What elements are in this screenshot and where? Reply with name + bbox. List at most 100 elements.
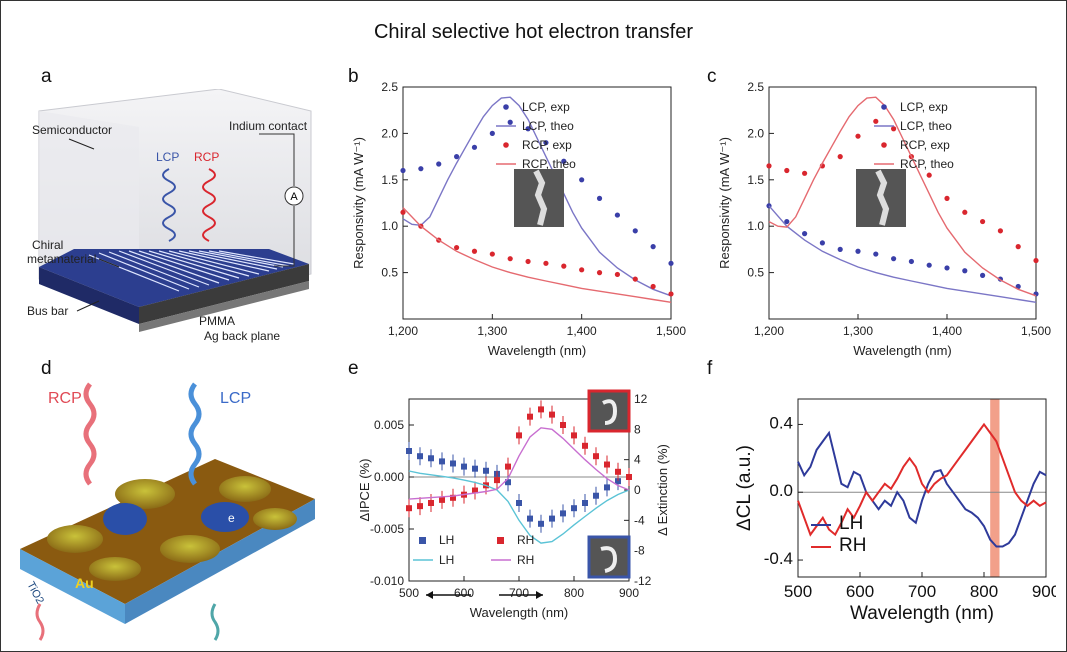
data-point [944,195,950,201]
label-chiral: Chiral [32,238,63,252]
au-particle [160,535,220,563]
data-point [908,258,914,265]
arrow-right-head-icon [536,591,543,599]
pointer-metamaterial [98,258,120,268]
y-right-tick-label: -12 [634,574,652,588]
label-semiconductor: Semiconductor [32,123,112,137]
device-top [39,249,309,307]
data-point [784,218,790,225]
arrow-left-head-icon [426,591,433,599]
legend-marker [497,537,504,544]
series-line [797,422,1047,537]
label-lcp: LCP [220,390,251,407]
au-particle [115,479,175,509]
y-tick-label: 1.0 [747,219,764,233]
x-tick-label: 1,400 [567,324,597,338]
x-tick-label: 600 [846,582,874,601]
y-right-tick-label: 4 [634,453,641,467]
legend-label: RCP, exp [522,138,572,152]
y-tick-label: 1.0 [381,219,398,233]
y-axis-title: Responsivity (mA W⁻¹) [351,137,366,269]
wire-top [259,133,295,186]
data-point [926,262,932,268]
y-right-tick-label: -8 [634,544,645,558]
data-point [454,154,460,160]
series-line [768,205,1037,303]
data-point [525,126,531,132]
y-tick-label: 0.000 [374,470,404,484]
y-axis-title: ΔCL (a.u.) [734,445,755,531]
data-point [471,144,478,150]
series-line [408,470,630,544]
ammeter-icon [284,186,304,206]
wire-bottom [274,206,295,267]
data-point [632,276,638,282]
data-point [891,126,897,132]
label-ag: Ag back plane [204,329,280,343]
helix-particle-2 [201,502,249,532]
x-axis-title: Wavelength (nm) [488,343,587,358]
x-axis-title: Wavelength (nm) [470,605,569,620]
data-point [561,263,567,269]
x-tick-label: 500 [399,586,419,600]
panel-a-schematic: A Semiconductor Indium contact LCP RCP C… [27,89,312,343]
y-tick-label: 0.4 [769,413,793,432]
x-tick-label: 900 [619,586,639,600]
panel-letter-b: b [348,66,359,87]
inset-rh-shape [602,399,618,425]
data-point [855,248,861,254]
helix-particle-1 [103,503,147,535]
data-point [400,167,406,174]
x-tick-label: 700 [509,586,529,600]
data-point [507,256,513,262]
chart-e: 500 600 700 800 900 -0.010 -0.005 0.000 0.005 -12… [357,389,670,620]
panel-letter-f: f [707,358,713,379]
highlight-band [990,399,1000,577]
data-point [997,228,1003,234]
x-tick-label: 700 [908,582,936,601]
y-tick-label: -0.005 [370,522,404,536]
plot-frame [797,398,1047,578]
data-point [944,265,950,271]
au-particle [89,557,141,581]
au-particle [253,508,297,530]
x-tick-label: 1,200 [754,324,784,338]
data-point [802,170,808,176]
x-axis-title: Wavelength (nm) [850,603,994,624]
label-pmma: PMMA [199,314,235,328]
y-right-tick-label: 8 [634,422,641,436]
y-axis-title: Responsivity (mA W⁻¹) [717,137,732,269]
label-bus-bar: Bus bar [27,304,68,318]
label-e2: e [228,511,235,525]
label-rcp: RCP [48,390,82,407]
substrate-right [125,499,315,624]
label-tio2: TiO2 [24,580,46,606]
data-point [926,172,932,178]
data-point [962,209,968,215]
data-point [1033,257,1039,264]
legend-label: LH [439,553,454,567]
y-tick-label: -0.4 [764,549,793,568]
data-point [1015,244,1021,250]
data-point [962,268,968,274]
x-tick-label: 1,500 [656,324,686,338]
series-line [408,427,630,500]
legend-label: RCP, exp [900,138,950,152]
legend-label: LCP, exp [900,100,948,114]
lcp-beam [188,382,202,486]
lcp-helix [162,168,176,242]
y-tick-label: 0.5 [747,266,764,280]
data-point [891,256,897,262]
legend-label: RCP, theo [522,157,576,171]
x-tick-label: 500 [784,582,812,601]
legend-label: LH [839,513,863,534]
metamaterial-grating [88,250,295,292]
panel-letter-e: e [348,358,359,379]
y-tick-label: 2.0 [747,126,764,140]
legend-label: RH [839,535,866,556]
legend-label: LH [439,533,454,547]
plot-frame [768,86,1037,320]
y-right-axis-title: Δ Extinction (%) [655,444,670,536]
data-point [614,212,620,218]
panel-letter-d: d [41,358,52,379]
